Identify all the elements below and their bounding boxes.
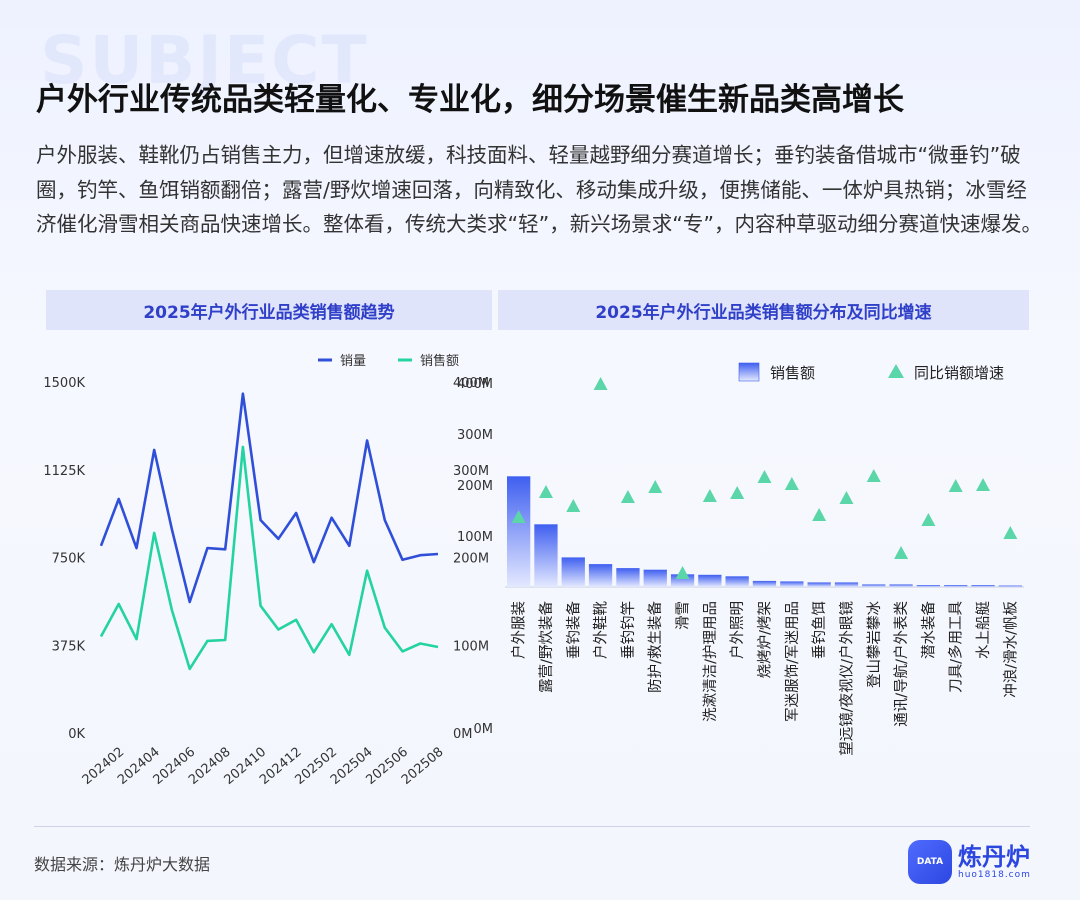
footer-divider (34, 826, 1030, 827)
category-label: 望远镜/夜视仪/户外眼镜 (837, 601, 855, 756)
bar-y-tick-label: 400M (457, 377, 493, 392)
y-right-tick-label: 0M (453, 727, 473, 742)
bar (971, 585, 995, 587)
bar-y-tick-label: 300M (457, 428, 493, 443)
category-label: 户外鞋靴 (593, 601, 610, 659)
category-label: 军迷服饰/军迷用品 (784, 601, 801, 722)
y-left-tick-label: 1125K (43, 464, 85, 479)
growth-marker (511, 510, 526, 523)
bar-chart: 0M 100M 200M 300M 400M 户外服装 露营/野炊装备 垂钓装备 户外鞋靴 垂钓钓… (457, 362, 1024, 756)
growth-marker (538, 485, 553, 498)
bar-y-tick-label: 0M (474, 722, 494, 737)
y-left-tick-label: 750K (52, 552, 86, 567)
y-left-tick-label: 375K (52, 639, 86, 654)
legend-bar-swatch (738, 362, 760, 382)
category-label: 洗漱清洁/护理用品 (702, 601, 719, 722)
y-right-tick-label: 400M (453, 376, 489, 391)
y-left-tick-label: 0K (68, 727, 85, 742)
category-label: 冲浪/滑水/帆板 (1001, 601, 1019, 698)
growth-marker (866, 469, 881, 482)
bar (862, 584, 886, 587)
growth-marker (812, 508, 827, 521)
bar (752, 580, 777, 587)
bar (561, 557, 585, 587)
legend-label: 销售额 (420, 353, 459, 369)
growth-marker (675, 566, 690, 579)
bar (534, 524, 558, 587)
category-label: 水上船艇 (975, 601, 992, 659)
line-chart: 0K375K750K1125K1500K0M100M200M300M400M20… (43, 353, 489, 788)
growth-marker (976, 478, 991, 491)
category-label: 户外照明 (729, 601, 746, 659)
category-label: 通讯/导航/户外表类 (893, 601, 910, 727)
growth-marker (730, 486, 745, 499)
brand-logo: DATA 炼丹炉 huo1818.com (908, 838, 1048, 886)
right-chart-title: 2025年户外行业品类销售额分布及同比增速 (498, 290, 1029, 330)
growth-marker (757, 470, 772, 483)
growth-marker (648, 480, 663, 493)
category-label: 潜水装备 (920, 601, 937, 659)
y-right-tick-label: 100M (453, 639, 489, 654)
series-line-sales (99, 445, 439, 671)
y-left-tick-label: 1500K (43, 376, 85, 391)
bar (588, 564, 613, 587)
bar (889, 584, 913, 587)
legend-label: 同比销额增速 (914, 364, 1004, 382)
legend-triangle-swatch (888, 364, 904, 378)
category-label: 户外服装 (511, 601, 528, 659)
bar (834, 582, 859, 587)
bar-y-tick-label: 100M (457, 530, 493, 545)
growth-marker (566, 499, 581, 512)
growth-marker (921, 513, 936, 526)
growth-marker (894, 546, 909, 559)
series-line-volume (99, 392, 439, 604)
growth-marker (784, 477, 799, 490)
bar (616, 568, 640, 587)
category-label: 登山攀岩攀冰 (866, 601, 883, 688)
category-label: 露营/野炊装备 (538, 601, 555, 693)
logo-name: 炼丹炉 (958, 843, 1030, 871)
chart-area: 0K375K750K1125K1500K0M100M200M300M400M20… (43, 353, 1024, 788)
bar-y-tick-label: 200M (457, 479, 493, 494)
category-label: 滑雪 (675, 601, 692, 630)
bar (780, 581, 804, 587)
category-label: 防护/救生装备 (647, 601, 664, 693)
category-label: 垂钓鱼饵 (810, 601, 828, 659)
bar (725, 576, 749, 587)
growth-marker (1003, 526, 1018, 539)
logo-url: huo1818.com (958, 870, 1031, 880)
growth-marker (620, 490, 635, 503)
subject-watermark: SUBJECT (40, 22, 369, 99)
y-right-tick-label: 200M (453, 552, 489, 567)
data-source: 数据来源：炼丹炉大数据 (34, 855, 211, 874)
bar (944, 585, 968, 587)
bar (507, 476, 531, 587)
bar (998, 585, 1022, 587)
bar (643, 569, 667, 587)
page-description: 户外服装、鞋靴仍占销售主力，但增速放缓，科技面料、轻量越野细分赛道增长；垂钓装备… (36, 143, 1042, 236)
y-right-tick-label: 300M (453, 464, 489, 479)
bar (698, 574, 722, 587)
bar (916, 585, 940, 587)
category-label: 垂钓装备 (565, 601, 582, 659)
category-label: 烧烤炉/烤架 (757, 601, 774, 678)
growth-marker (839, 491, 854, 504)
category-label: 垂钓钓竿 (620, 601, 637, 659)
legend-label: 销售额 (770, 364, 815, 382)
bar (807, 582, 831, 587)
growth-marker (702, 489, 717, 502)
category-label: 刀具/多用工具 (948, 601, 965, 693)
page-title: 户外行业传统品类轻量化、专业化，细分场景催生新品类高增长 (36, 82, 904, 118)
legend-label: 销量 (340, 354, 366, 369)
growth-marker (593, 377, 608, 390)
growth-marker (948, 479, 963, 492)
left-chart-title: 2025年户外行业品类销售额趋势 (46, 290, 492, 330)
logo-icon: DATA (908, 840, 952, 884)
